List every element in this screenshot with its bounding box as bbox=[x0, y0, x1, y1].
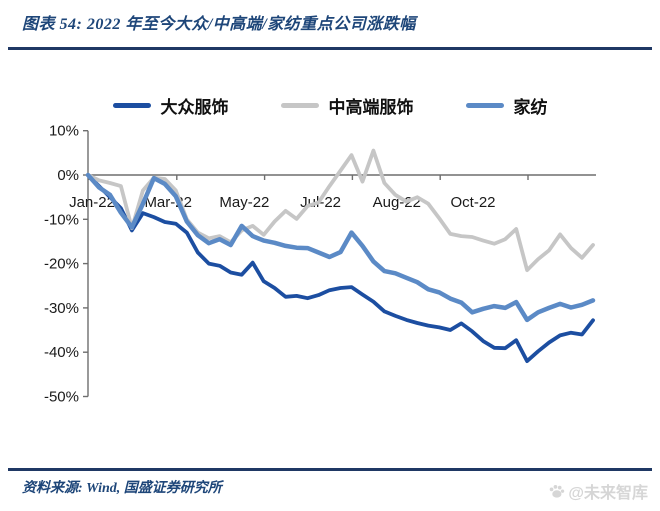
legend-line-swatch-mass-apparel bbox=[112, 103, 151, 108]
x-axis-tick-label: May-22 bbox=[219, 194, 269, 211]
x-axis-tick-label: Oct-22 bbox=[450, 194, 495, 211]
series-line-1 bbox=[86, 148, 595, 273]
legend-item-midhigh-apparel: 中高端服饰 bbox=[280, 93, 414, 118]
legend-item-home-textile: 家纺 bbox=[465, 93, 548, 118]
legend-label-midhigh-apparel: 中高端服饰 bbox=[328, 98, 414, 117]
legend-line-swatch-home-textile bbox=[465, 103, 504, 108]
x-axis-tick-label: Mar-22 bbox=[144, 194, 192, 211]
y-axis-tick-label: 0% bbox=[57, 167, 79, 184]
y-axis-tick-label: -50% bbox=[44, 389, 79, 406]
x-axis-tick-label: Jan-22 bbox=[69, 194, 115, 211]
legend-line-swatch-midhigh-apparel bbox=[280, 103, 319, 108]
watermark: @未来智库 bbox=[548, 479, 648, 503]
y-axis-tick-label: -20% bbox=[44, 256, 79, 273]
data-source-note: 资料来源: Wind, 国盛证券研究所 bbox=[22, 481, 222, 496]
figure-title: 图表 54: 2022 年至今大众/中高端/家纺重点公司涨跌幅 bbox=[22, 16, 416, 33]
y-axis-tick-label: 10% bbox=[49, 123, 79, 140]
title-divider-line bbox=[8, 47, 652, 50]
paw-icon bbox=[550, 484, 565, 498]
series-line-2 bbox=[85, 172, 596, 323]
y-axis-tick-label: -30% bbox=[44, 300, 79, 317]
y-axis-tick-label: -10% bbox=[44, 211, 79, 228]
series-line-0 bbox=[86, 173, 595, 364]
chart-legend: 大众服饰 中高端服饰 家纺 bbox=[0, 93, 660, 118]
x-axis-tick-label: Aug-22 bbox=[373, 194, 421, 211]
footer-divider-line bbox=[8, 468, 652, 471]
legend-item-mass-apparel: 大众服饰 bbox=[112, 93, 229, 118]
legend-label-home-textile: 家纺 bbox=[513, 98, 548, 117]
legend-label-mass-apparel: 大众服饰 bbox=[160, 98, 229, 117]
y-axis-tick-label: -40% bbox=[44, 344, 79, 361]
watermark-text: @未来智库 bbox=[568, 485, 648, 502]
